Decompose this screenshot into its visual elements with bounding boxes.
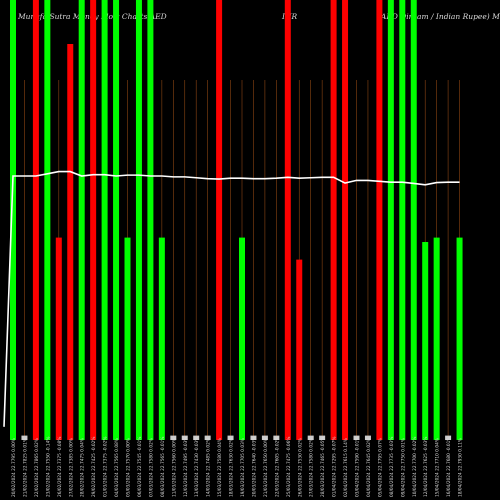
x-tick-label: 28/02/2024 22.7475 0.04% <box>80 438 86 497</box>
price-line <box>3 170 460 427</box>
x-tick-label: 26/03/2024 22.7530 0.02% <box>297 438 303 497</box>
bar <box>364 435 371 440</box>
bar <box>422 242 429 440</box>
bar <box>399 0 406 440</box>
chart-title-right: (AED Dirham / Indian Rupee) Munafa <box>378 12 500 21</box>
bar <box>67 44 74 440</box>
x-tick-label: 09/04/2024 22.7750 0.01% <box>400 438 406 497</box>
bar <box>296 259 303 440</box>
x-tick-label: 11/03/2024 22.7560 0.00% <box>171 438 177 497</box>
bar <box>90 0 97 440</box>
bar <box>239 237 245 440</box>
bar <box>342 0 349 440</box>
bar <box>387 0 394 440</box>
x-tick-label: 22/02/2024 22.7865 0.02% <box>34 438 40 497</box>
bar <box>216 0 223 440</box>
bar <box>78 0 85 440</box>
bar <box>261 435 268 440</box>
bar <box>170 435 177 440</box>
x-tick-label: 20/02/2024 22.7795 0.00% <box>11 438 17 497</box>
x-tick-label: 01/04/2024 22.7295 -0.07% <box>332 437 338 497</box>
x-tick-label: 06/03/2024 22.7545 -0.01% <box>137 437 143 497</box>
bar <box>204 435 211 440</box>
x-tick-label: 14/03/2024 22.7485 0.02% <box>206 438 212 497</box>
x-tick-label: 27/02/2024 22.7385 0.00% <box>68 438 74 497</box>
bar <box>410 0 417 440</box>
x-tick-label: 12/03/2024 22.7495 -0.03% <box>183 437 189 497</box>
bar <box>273 435 280 440</box>
x-tick-label: 05/04/2024 22.7795 0.07% <box>377 438 383 497</box>
x-tick-label: 03/04/2024 22.7590 -0.01% <box>355 437 361 497</box>
bar <box>10 0 16 440</box>
x-tick-label: 15/03/2024 22.7580 0.04% <box>217 438 223 497</box>
x-tick-label: 25/03/2024 22.7475 -0.06% <box>286 437 292 497</box>
bar <box>181 435 188 440</box>
bar <box>113 0 120 440</box>
x-tick-label: 08/03/2024 22.7565 -0.01% <box>160 437 166 497</box>
bar <box>21 435 28 440</box>
bar <box>353 435 360 440</box>
x-tick-label: 18/03/2024 22.7630 0.02% <box>229 438 235 497</box>
x-tick-label: 05/03/2024 22.7570 0.00% <box>126 438 132 497</box>
bar <box>158 237 165 440</box>
x-tick-label: 27/03/2024 22.7580 0.02% <box>309 438 315 497</box>
x-tick-label: 18/04/2024 22.7930 0.11% <box>458 438 464 497</box>
bar <box>227 435 234 440</box>
x-tick-label: 21/03/2024 22.7650 0.00% <box>263 438 269 497</box>
x-tick-label: 02/04/2024 22.7615 0.14% <box>343 438 349 497</box>
x-tick-label: 15/04/2024 22.7710 0.04% <box>435 438 441 497</box>
x-tick-label: 12/04/2024 22.7625 -0.03% <box>423 437 429 497</box>
x-tick-label: 08/04/2024 22.7735 -0.03% <box>389 437 395 497</box>
x-tick-label: 01/03/2024 22.7375 -0.02% <box>103 437 109 497</box>
bar <box>284 0 291 440</box>
bar <box>147 0 154 440</box>
bar <box>135 0 142 440</box>
bar <box>44 0 51 440</box>
x-tick-label: 29/02/2024 22.7425 -0.02% <box>91 437 97 497</box>
bar <box>250 435 257 440</box>
x-tick-label: 07/03/2024 22.7580 0.02% <box>148 438 154 497</box>
bar <box>330 0 337 440</box>
bar <box>101 0 108 440</box>
x-tick-label: 28/03/2024 22.7465 -0.05% <box>320 437 326 497</box>
x-tick-label: 19/03/2024 22.7705 0.03% <box>240 438 246 497</box>
bar <box>433 237 440 440</box>
price-line-path <box>3 170 460 427</box>
x-tick-label: 20/03/2024 22.7640 -0.03% <box>251 437 257 497</box>
x-tick-label: 04/04/2024 22.7645 0.02% <box>366 438 372 497</box>
bar <box>32 0 39 440</box>
bar <box>456 237 463 440</box>
x-tick-label: 13/03/2024 22.7430 -0.03% <box>194 437 200 497</box>
x-tick-label: 21/02/2024 22.7825 0.01% <box>22 438 28 497</box>
x-tick-label: 16/04/2024 22.7680 -0.01% <box>446 437 452 497</box>
x-axis-labels: 20/02/2024 22.7795 0.00% 21/02/2024 22.78… <box>11 437 464 497</box>
bar <box>307 435 314 440</box>
bar <box>445 435 452 440</box>
bar <box>319 435 326 440</box>
bar <box>193 435 200 440</box>
bar <box>376 0 383 440</box>
bar <box>55 237 62 440</box>
x-tick-label: 22/03/2024 22.7605 -0.02% <box>274 437 280 497</box>
bars <box>10 0 463 440</box>
x-tick-label: 26/02/2024 22.7375 -0.08% <box>57 437 63 497</box>
bar <box>124 237 131 440</box>
x-tick-label: 04/03/2024 22.7565 0.08% <box>114 438 120 497</box>
x-tick-label: 10/04/2024 22.7700 -0.02% <box>412 437 418 497</box>
x-tick-label: 23/02/2024 22.7550 -0.14% <box>45 437 51 497</box>
